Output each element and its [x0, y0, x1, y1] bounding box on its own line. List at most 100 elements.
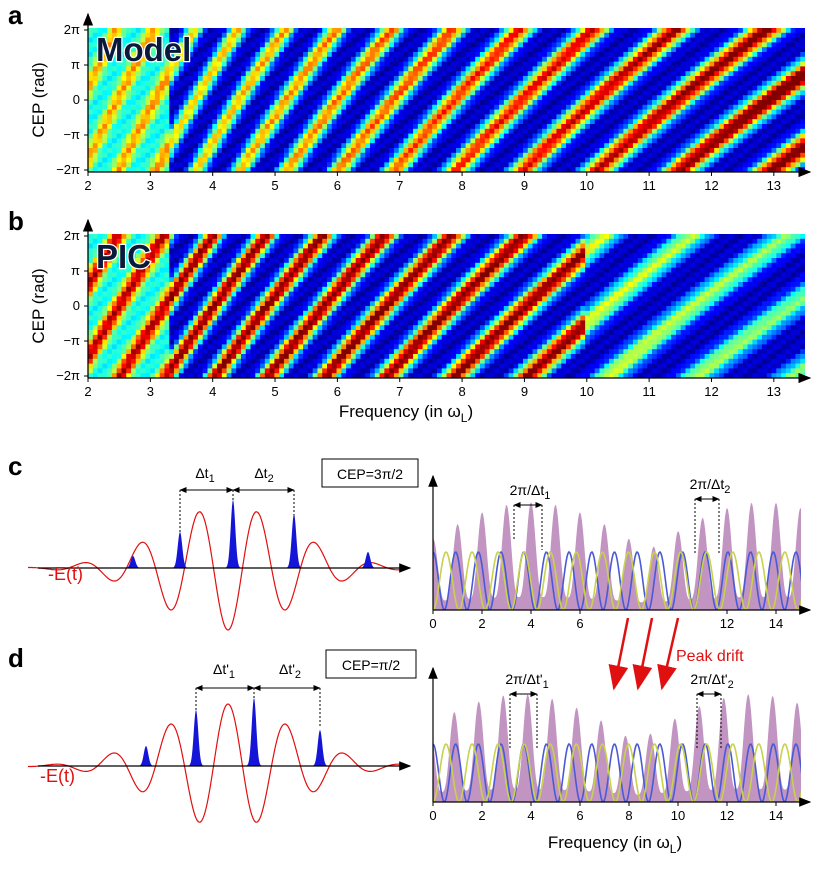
heatmap-cell: [465, 152, 471, 159]
heatmap-cell: [217, 32, 223, 39]
heatmap-cell: [585, 133, 591, 139]
heatmap-cell: [690, 66, 696, 72]
heatmap-cell: [781, 104, 787, 111]
heatmap-cell: [341, 32, 347, 39]
heatmap-cell: [150, 296, 156, 302]
heatmap-cell: [217, 104, 223, 111]
heatmap-cell: [757, 76, 763, 82]
heatmap-cell: [690, 138, 696, 144]
heatmap-cell: [374, 37, 381, 43]
heatmap-cell: [699, 148, 706, 154]
heatmap-cell: [422, 61, 428, 67]
heatmap-cell: [790, 119, 797, 125]
heatmap-cell: [475, 28, 481, 34]
heatmap-cell: [111, 282, 118, 288]
heatmap-cell: [379, 66, 385, 72]
heatmap-cell: [647, 119, 653, 125]
heatmap-cell: [675, 95, 682, 101]
heatmap-cell: [728, 104, 734, 111]
heatmap-cell: [169, 157, 175, 163]
heatmap-cell: [733, 95, 739, 101]
heatmap-cell: [374, 167, 381, 172]
heatmap-cell: [795, 152, 801, 159]
heatmap-cell: [537, 119, 543, 125]
heatmap-cell: [604, 66, 610, 72]
heatmap-cell: [795, 157, 801, 163]
heatmap-cell: [742, 104, 749, 111]
heatmap-cell: [609, 85, 615, 91]
heatmap-cell: [317, 104, 323, 111]
heatmap-cell: [575, 71, 581, 77]
heatmap-cell: [231, 138, 237, 144]
heatmap-cell: [752, 157, 758, 163]
heatmap-cell: [479, 85, 486, 91]
heatmap-cell: [212, 143, 218, 149]
heatmap-cell: [360, 61, 366, 67]
heatmap-cell: [150, 339, 156, 345]
heatmap-cell: [288, 104, 295, 111]
heatmap-cell: [116, 56, 123, 63]
heatmap-cell: [283, 90, 290, 96]
heatmap-cell: [771, 32, 777, 39]
heatmap-cell: [742, 114, 749, 120]
heatmap-cell: [781, 61, 787, 67]
heatmap-cell: [102, 100, 108, 106]
heatmap-cell: [699, 114, 706, 120]
heatmap-cell: [107, 66, 113, 72]
heatmap-cell: [370, 128, 376, 135]
heatmap-cell: [88, 234, 94, 240]
heatmap-cell: [135, 286, 142, 293]
heatmap-cell: [790, 100, 797, 106]
heatmap-cell: [427, 114, 433, 120]
heatmap-cell: [661, 28, 667, 34]
heatmap-cell: [675, 119, 682, 125]
heatmap-cell: [126, 76, 132, 82]
heatmap-cell: [733, 100, 739, 106]
heatmap-cell: [231, 52, 237, 58]
heatmap-cell: [150, 124, 156, 130]
heatmap-cell: [126, 363, 132, 369]
heatmap-cell: [102, 157, 108, 163]
heatmap-cell: [685, 28, 691, 34]
heatmap-cell: [250, 56, 256, 63]
heatmap-cell: [131, 282, 137, 288]
heatmap-cell: [594, 47, 601, 53]
heatmap-cell: [451, 143, 457, 149]
heatmap-cell: [260, 56, 266, 63]
heatmap-cell: [154, 167, 161, 172]
heatmap-cell: [766, 42, 773, 48]
heatmap-cell: [666, 61, 672, 67]
heatmap-cell: [145, 334, 151, 341]
heatmap-cell: [747, 85, 754, 91]
heatmap-cell: [436, 100, 443, 106]
heatmap-cell: [561, 124, 567, 130]
heatmap-cell: [656, 157, 663, 163]
heatmap-cell: [470, 47, 476, 53]
heatmap-cell: [346, 56, 352, 63]
heatmap-cell: [131, 47, 137, 53]
heatmap-cell: [599, 152, 605, 159]
heatmap-cell: [546, 71, 553, 77]
heatmap-cell: [389, 157, 395, 163]
heatmap-cell: [566, 37, 572, 43]
heatmap-cell: [766, 47, 773, 53]
heatmap-cell: [145, 258, 151, 264]
heatmap-cell: [116, 238, 123, 245]
heatmap-cell: [628, 85, 634, 91]
heatmap-cell: [346, 152, 352, 159]
heatmap-cell: [632, 138, 639, 144]
heatmap-cell: [250, 52, 256, 58]
heatmap-cell: [680, 76, 687, 82]
heatmap-cell: [88, 334, 94, 341]
heatmap-cell: [527, 109, 534, 115]
heatmap-cell: [88, 277, 94, 283]
heatmap-cell: [145, 128, 151, 135]
heatmap-cell: [742, 119, 749, 125]
heatmap-cell: [642, 148, 648, 154]
heatmap-cell: [742, 76, 749, 82]
heatmap-cell: [494, 66, 500, 72]
heatmap-cell: [269, 37, 276, 43]
heatmap-cell: [97, 286, 103, 293]
heatmap-cell: [298, 152, 304, 159]
heatmap-cell: [145, 61, 151, 67]
